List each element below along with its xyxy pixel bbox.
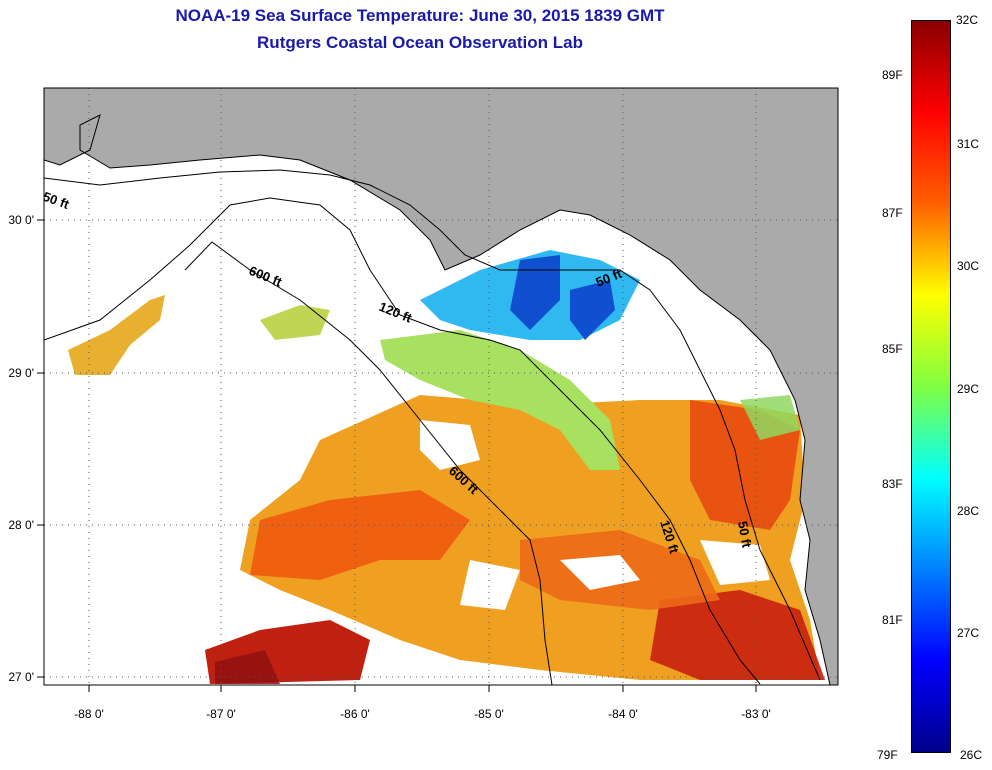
colorbar-top-label: 32C xyxy=(956,13,979,27)
sst-green-nearshore xyxy=(380,330,620,470)
lon-label: -87 0' xyxy=(206,707,236,721)
map-frame xyxy=(43,87,839,686)
depth-label-50ft-east: 50 ft xyxy=(735,520,755,550)
lat-label: 29 0' xyxy=(8,366,34,380)
sst-east-coast-patch xyxy=(740,395,800,440)
land-mass xyxy=(44,88,838,685)
colorbar-c-label: 30C xyxy=(957,259,980,273)
sst-patches xyxy=(68,250,825,684)
sst-blue-bigbend-2 xyxy=(570,280,615,340)
axis-ticks xyxy=(37,219,757,692)
colorbar-c-label: 28C xyxy=(957,504,980,518)
map-subtitle: Rutgers Coastal Ocean Observation Lab xyxy=(257,33,583,52)
colorbar-f-label: 81F xyxy=(882,613,903,627)
lon-label: -85 0' xyxy=(474,707,504,721)
sst-blue-bigbend xyxy=(510,255,560,330)
sst-west-patch-2 xyxy=(260,305,330,340)
colorbar-c-label: 29C xyxy=(957,382,980,396)
lat-label: 28 0' xyxy=(8,518,34,532)
colorbar-bottom-c-label: 26C xyxy=(960,748,983,762)
map-area: 50 ft 600 ft 120 ft 50 ft 600 ft 120 ft … xyxy=(41,88,838,685)
colorbar-f-label: 87F xyxy=(882,206,903,220)
lon-label: -84 0' xyxy=(608,707,638,721)
cloud-gap xyxy=(460,560,520,610)
cloud-gap xyxy=(700,540,770,585)
isobath-50ft xyxy=(44,169,821,681)
isobaths xyxy=(44,169,821,685)
colorbar-c-label: 27C xyxy=(957,626,980,640)
cloud-gap xyxy=(560,555,640,590)
colorbar-f-label: 89F xyxy=(882,68,903,82)
lat-label: 27 0' xyxy=(8,670,34,684)
cloud-gap xyxy=(420,420,480,470)
sst-west-patch xyxy=(68,295,165,375)
isobath-600ft xyxy=(184,241,553,685)
colorbar-c-label: 31C xyxy=(957,137,980,151)
colorbar-f-label: 85F xyxy=(882,342,903,356)
isobath-120ft xyxy=(44,197,761,685)
sst-orange-band xyxy=(250,490,470,580)
lat-label: 30 0' xyxy=(8,213,34,227)
colorbar-bottom-f-label: 79F xyxy=(877,748,898,762)
colorbar-f-label: 83F xyxy=(882,477,903,491)
lon-label: -86 0' xyxy=(340,707,370,721)
lon-label: -88 0' xyxy=(74,707,104,721)
sst-red-southeast xyxy=(650,590,825,680)
graticule xyxy=(44,88,838,685)
sst-darkred-southwest xyxy=(215,650,280,684)
lon-label: -83 0' xyxy=(741,707,771,721)
map-title: NOAA-19 Sea Surface Temperature: June 30… xyxy=(175,6,665,25)
colorbar xyxy=(911,20,951,753)
depth-label-50ft-west: 50 ft xyxy=(41,189,72,212)
